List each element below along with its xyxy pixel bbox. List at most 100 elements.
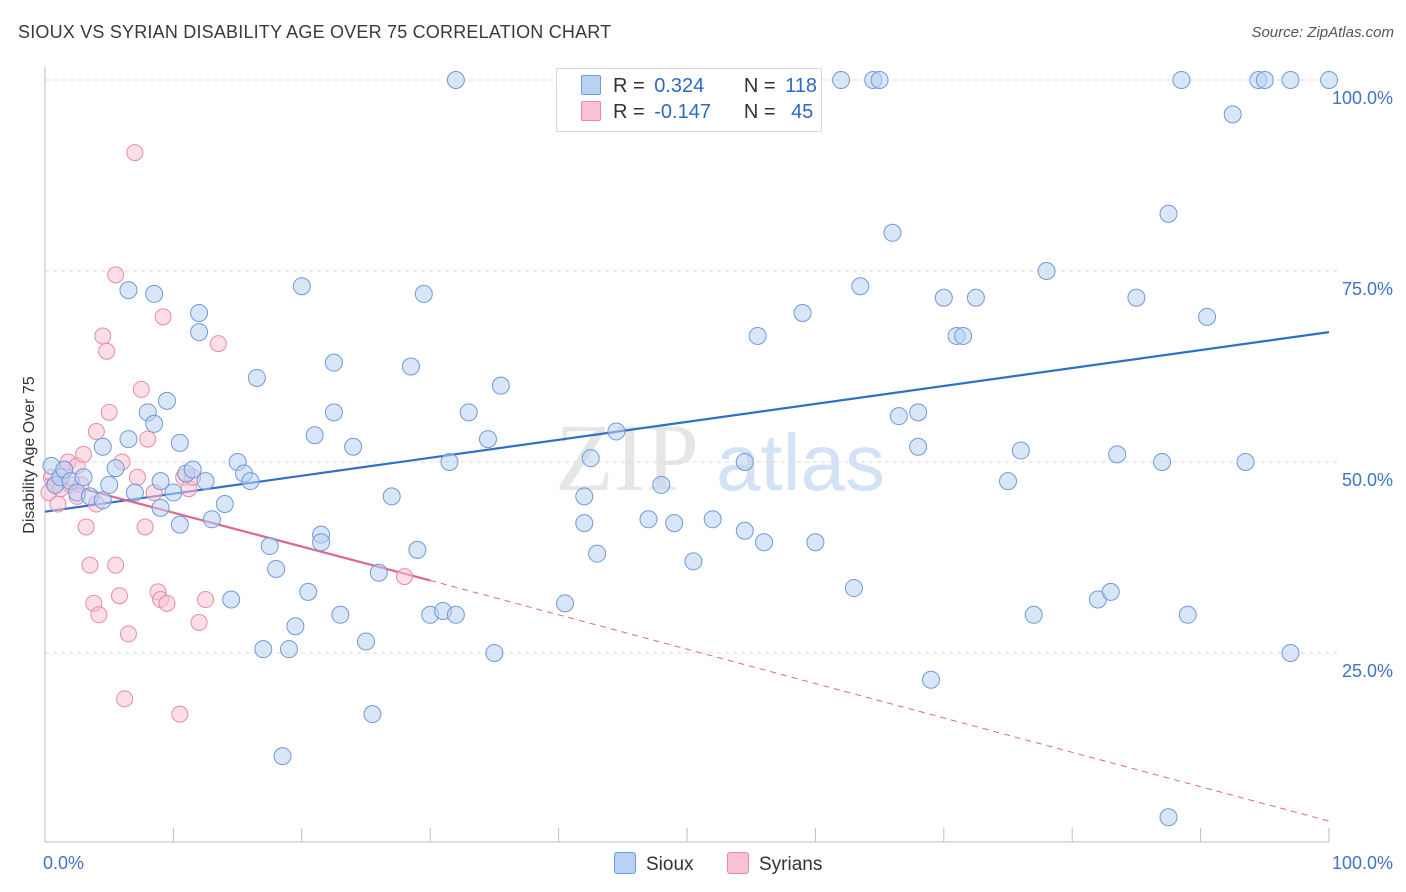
syrian-point-16 xyxy=(87,422,105,440)
syrian-point-23 xyxy=(110,587,128,605)
source-credit: Source: ZipAtlas.com xyxy=(1251,24,1394,41)
sioux-point-76 xyxy=(665,514,684,533)
sioux-point-91 xyxy=(889,407,908,426)
syrian-point-22 xyxy=(107,556,125,574)
sioux-point-81 xyxy=(748,326,767,345)
syrian-point-13 xyxy=(81,556,99,574)
sioux-r-label: R = xyxy=(613,75,645,97)
sioux-point-20 xyxy=(157,391,176,410)
correlation-legend: R = 0.324 N = 118 R = -0.147 N = 45 xyxy=(556,68,822,132)
syrian-r-value: -0.147 xyxy=(654,101,711,123)
sioux-point-60 xyxy=(440,453,459,471)
legend-row-syrian: R = -0.147 N = 45 xyxy=(581,101,813,127)
y-axis-label: Disability Age Over 75 xyxy=(21,376,38,534)
sioux-point-13 xyxy=(119,430,138,449)
syrian-r-label: R = xyxy=(613,101,645,123)
sioux-point-54 xyxy=(382,487,401,506)
sioux-point-61 xyxy=(446,71,465,89)
sioux-n-value: 118 xyxy=(785,75,817,97)
syrian-point-42 xyxy=(197,591,214,609)
sioux-point-92 xyxy=(909,437,928,456)
y-tick-label-100: 100.0% xyxy=(1332,88,1393,108)
sioux-point-44 xyxy=(305,426,324,445)
syrian-point-25 xyxy=(116,690,134,708)
sioux-point-93 xyxy=(909,403,928,422)
sioux-point-42 xyxy=(292,277,311,296)
sioux-point-25 xyxy=(183,460,202,479)
sioux-point-27 xyxy=(190,304,209,323)
sioux-point-8 xyxy=(93,437,112,456)
sioux-point-98 xyxy=(966,288,985,307)
axes xyxy=(44,67,1330,843)
syrian-point-44 xyxy=(396,568,414,586)
bottom-sioux-label: Sioux xyxy=(646,854,694,875)
syrian-point-31 xyxy=(139,430,157,448)
sioux-point-23 xyxy=(170,515,189,534)
sioux-point-21 xyxy=(164,483,183,502)
sioux-point-37 xyxy=(260,537,279,556)
sioux-point-30 xyxy=(215,495,234,514)
sioux-point-31 xyxy=(222,590,241,609)
sioux-point-110 xyxy=(1172,71,1191,89)
sioux-point-99 xyxy=(999,472,1017,491)
sioux-r-value: 0.324 xyxy=(654,75,705,97)
sioux-point-68 xyxy=(575,487,594,506)
sioux-point-47 xyxy=(324,403,343,422)
syrian-point-20 xyxy=(100,403,118,421)
sioux-point-114 xyxy=(1236,453,1255,471)
sioux-point-87 xyxy=(851,277,870,296)
sioux-point-111 xyxy=(1178,605,1197,624)
syrian-points xyxy=(40,144,414,723)
sioux-point-65 xyxy=(485,644,504,662)
sioux-point-18 xyxy=(151,498,170,517)
y-tick-labels: 25.0% 50.0% 75.0% 100.0% xyxy=(1332,88,1393,681)
sioux-point-113 xyxy=(1223,105,1242,124)
syrian-point-29 xyxy=(132,380,150,398)
syrian-point-27 xyxy=(126,144,144,162)
sioux-point-70 xyxy=(581,449,600,468)
syrian-point-3 xyxy=(49,495,67,513)
chart-title: SIOUX VS SYRIAN DISABILITY AGE OVER 75 C… xyxy=(18,22,612,42)
sioux-point-85 xyxy=(832,71,851,89)
sioux-point-19 xyxy=(151,472,170,491)
syrian-n-value: 45 xyxy=(791,101,814,123)
watermark: ZIP atlas xyxy=(555,404,885,511)
sioux-point-109 xyxy=(1159,808,1178,827)
sioux-point-62 xyxy=(446,605,465,624)
sioux-point-94 xyxy=(921,670,940,689)
sioux-point-95 xyxy=(934,288,953,307)
syrian-point-35 xyxy=(154,308,172,326)
sioux-point-12 xyxy=(119,281,138,300)
sioux-point-100 xyxy=(1011,441,1030,460)
sioux-point-112 xyxy=(1198,307,1217,326)
sioux-point-38 xyxy=(267,559,286,578)
sioux-point-97 xyxy=(954,326,973,345)
bottom-sioux-swatch xyxy=(614,852,636,874)
sioux-point-66 xyxy=(491,376,510,395)
bottom-syrian-swatch xyxy=(727,852,749,874)
syrian-point-26 xyxy=(119,625,137,643)
sioux-point-90 xyxy=(883,223,902,242)
bottom-legend-sioux: Sioux xyxy=(614,852,694,876)
sioux-point-101 xyxy=(1024,605,1043,624)
sioux-point-107 xyxy=(1153,453,1172,471)
sioux-point-55 xyxy=(401,357,420,376)
sioux-point-80 xyxy=(735,453,754,471)
sioux-point-86 xyxy=(844,579,863,598)
x-tick-labels: 0.0% 100.0% xyxy=(43,853,1393,873)
sioux-point-106 xyxy=(1127,288,1146,307)
sioux-point-72 xyxy=(607,422,626,441)
sioux-point-104 xyxy=(1101,582,1120,601)
y-tick-label-75: 75.0% xyxy=(1342,279,1393,299)
syrian-n-label: N = xyxy=(743,101,776,123)
sioux-point-69 xyxy=(575,514,594,533)
sioux-point-17 xyxy=(145,284,164,303)
sioux-swatch xyxy=(581,75,601,95)
sioux-point-49 xyxy=(331,605,350,624)
sioux-point-74 xyxy=(639,510,658,529)
sioux-point-35 xyxy=(247,368,266,387)
sioux-point-41 xyxy=(286,617,305,636)
sioux-point-9 xyxy=(93,491,112,510)
sioux-point-119 xyxy=(1320,71,1338,89)
